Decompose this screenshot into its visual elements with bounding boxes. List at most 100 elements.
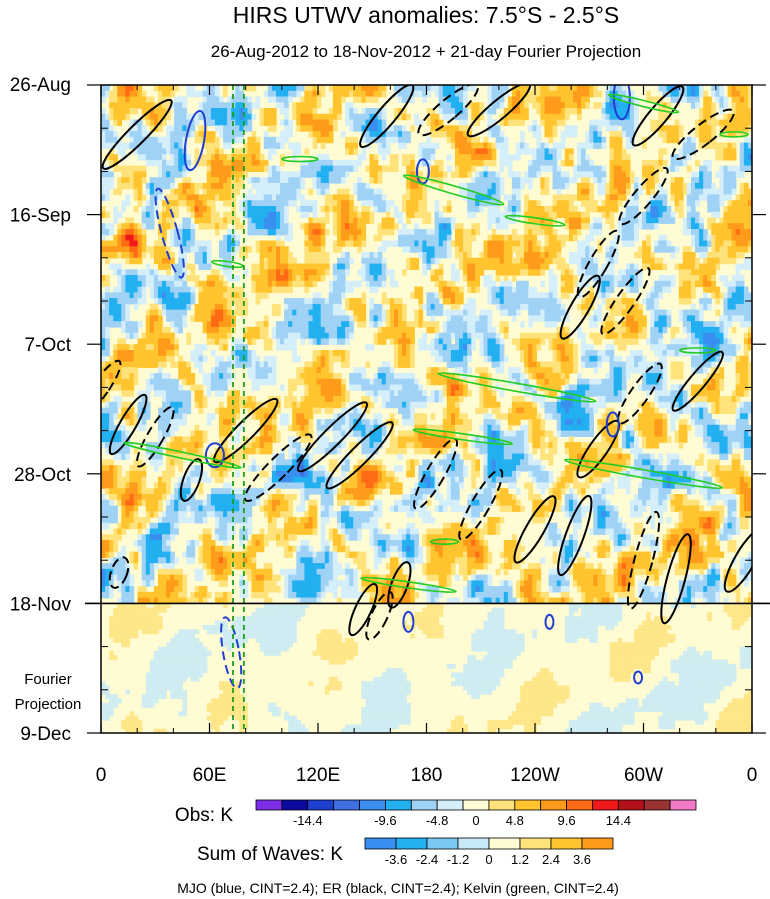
anomaly-cell <box>162 142 167 149</box>
anomaly-cell <box>202 142 208 149</box>
anomaly-cell <box>105 119 110 126</box>
anomaly-cell <box>345 332 350 340</box>
anomaly-cell <box>190 246 196 253</box>
anomaly-cell <box>259 177 265 184</box>
anomaly-cell <box>276 344 281 351</box>
anomaly-cell <box>125 470 131 478</box>
anomaly-cell <box>109 177 114 184</box>
anomaly-cell <box>182 407 188 414</box>
anomaly-cell <box>121 350 126 357</box>
anomaly-cell <box>410 499 415 507</box>
anomaly-cell <box>117 522 122 530</box>
anomaly-cell <box>373 286 379 293</box>
anomaly-cell <box>328 309 334 316</box>
anomaly-cell <box>137 407 143 414</box>
anomaly-cell <box>259 269 265 276</box>
anomaly-cell <box>141 586 147 593</box>
anomaly-cell <box>381 136 387 144</box>
anomaly-cell <box>324 125 330 132</box>
anomaly-cell <box>145 344 151 351</box>
anomaly-cell <box>198 476 204 484</box>
anomaly-cell <box>251 355 257 363</box>
anomaly-cell <box>389 436 395 443</box>
anomaly-cell <box>365 499 371 507</box>
anomaly-cell <box>263 540 269 547</box>
anomaly-cell <box>312 407 318 414</box>
anomaly-cell <box>312 113 318 121</box>
anomaly-cell <box>247 465 253 472</box>
anomaly-cell <box>292 182 297 190</box>
anomaly-cell <box>194 586 200 593</box>
anomaly-cell <box>219 119 224 126</box>
anomaly-cell <box>320 534 326 541</box>
anomaly-cell <box>170 286 175 293</box>
anomaly-cell <box>170 459 175 466</box>
anomaly-cell <box>353 488 358 495</box>
anomaly-cell <box>337 257 342 265</box>
anomaly-cell <box>109 465 114 472</box>
anomaly-cell <box>247 494 253 501</box>
anomaly-cell <box>247 574 253 581</box>
anomaly-cell <box>145 545 151 553</box>
anomaly-cell <box>284 286 289 293</box>
anomaly-cell <box>141 563 147 570</box>
anomaly-cell <box>162 252 167 259</box>
anomaly-cell <box>393 465 399 472</box>
anomaly-cell <box>320 367 326 374</box>
anomaly-cell <box>210 154 216 161</box>
anomaly-cell <box>345 298 350 305</box>
anomaly-cell <box>153 275 159 282</box>
anomaly-cell <box>341 534 346 541</box>
anomaly-cell <box>296 275 301 282</box>
anomaly-cell <box>186 246 192 253</box>
anomaly-cell <box>377 326 383 334</box>
anomaly-cell <box>166 125 171 132</box>
anomaly-cell <box>418 119 424 126</box>
anomaly-cell <box>308 413 314 420</box>
anomaly-cell <box>243 551 249 558</box>
anomaly-cell <box>357 373 362 380</box>
anomaly-cell <box>251 142 257 149</box>
anomaly-cell <box>231 321 236 328</box>
anomaly-cell <box>389 597 395 604</box>
anomaly-cell <box>349 142 354 149</box>
anomaly-cell <box>304 240 310 247</box>
anomaly-cell <box>255 499 261 507</box>
anomaly-cell <box>385 470 391 478</box>
anomaly-cell <box>263 90 269 98</box>
anomaly-cell <box>332 373 338 380</box>
anomaly-cell <box>369 442 375 449</box>
anomaly-cell <box>414 177 419 184</box>
anomaly-cell <box>385 165 391 172</box>
anomaly-cell <box>101 373 106 380</box>
anomaly-cell <box>101 563 106 570</box>
anomaly-cell <box>219 344 224 351</box>
anomaly-cell <box>113 234 118 242</box>
anomaly-cell <box>202 303 208 311</box>
anomaly-cell <box>381 424 387 432</box>
anomaly-cell <box>133 413 139 420</box>
anomaly-cell <box>324 303 330 311</box>
anomaly-cell <box>162 413 167 420</box>
anomaly-cell <box>337 396 342 403</box>
anomaly-cell <box>288 545 293 553</box>
anomaly-cell <box>101 292 106 299</box>
anomaly-cell <box>251 286 257 293</box>
anomaly-cell <box>178 459 183 466</box>
anomaly-cell <box>109 252 114 259</box>
anomaly-cell <box>121 511 126 518</box>
anomaly-cell <box>398 453 403 460</box>
anomaly-cell <box>194 470 200 478</box>
anomaly-cell <box>284 298 289 305</box>
anomaly-cell <box>418 505 424 512</box>
anomaly-cell <box>162 424 167 432</box>
anomaly-cell <box>231 125 236 132</box>
anomaly-cell <box>247 211 253 219</box>
anomaly-cell <box>276 401 281 409</box>
anomaly-cell <box>393 108 399 115</box>
anomaly-cell <box>227 182 232 190</box>
anomaly-cell <box>198 390 204 397</box>
anomaly-cell <box>406 85 411 92</box>
anomaly-cell <box>280 269 285 276</box>
anomaly-cell <box>182 252 188 259</box>
